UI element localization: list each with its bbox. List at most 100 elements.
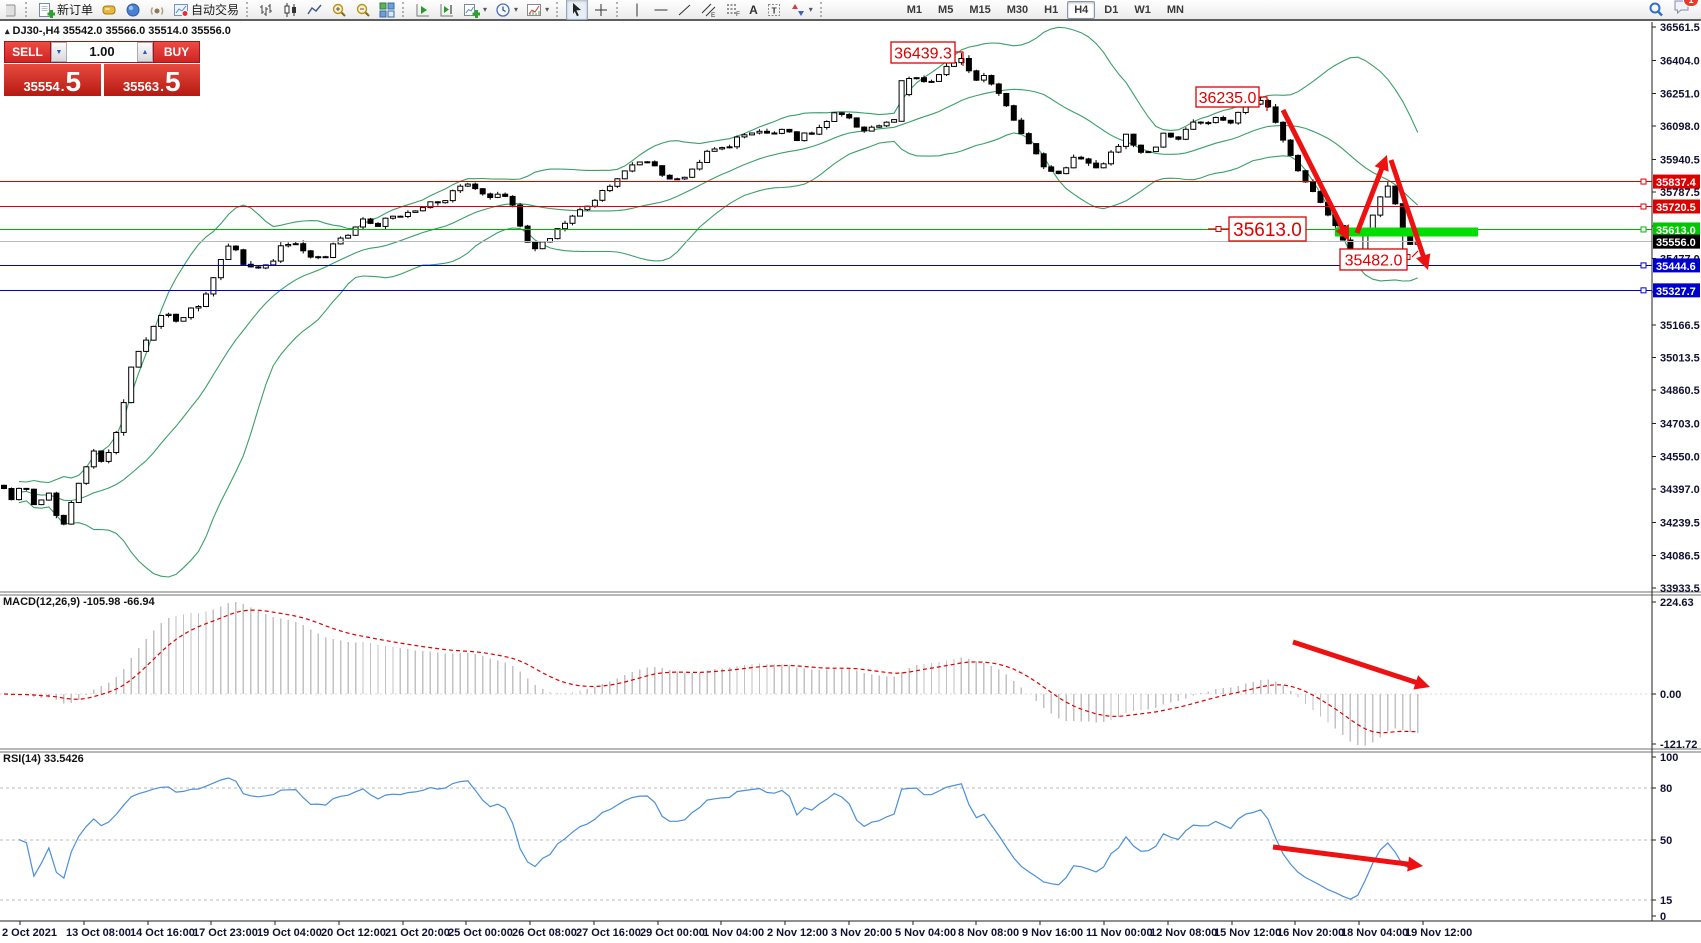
timeframe-w1[interactable]: W1 xyxy=(1134,3,1151,16)
cursor-icon xyxy=(569,2,585,18)
svg-text:80: 80 xyxy=(1660,783,1672,795)
svg-text:35837.4: 35837.4 xyxy=(1656,177,1697,189)
svg-text:14 Oct 16:00: 14 Oct 16:00 xyxy=(130,927,195,939)
fibonacci-button[interactable]: F xyxy=(722,0,744,20)
svg-text:35940.5: 35940.5 xyxy=(1660,155,1700,167)
sell-button[interactable]: SELL xyxy=(4,41,51,63)
tile-windows-button[interactable] xyxy=(376,0,398,20)
trendline-button[interactable] xyxy=(674,0,696,20)
line-chart-button[interactable] xyxy=(304,0,326,20)
timeframe-d1[interactable]: D1 xyxy=(1104,3,1119,16)
label-button[interactable]: T xyxy=(763,0,785,20)
timeframe-h4[interactable]: H4 xyxy=(1067,0,1096,19)
cursor-button[interactable] xyxy=(566,0,589,20)
svg-text:35482.0: 35482.0 xyxy=(1345,252,1403,269)
new-chart-button[interactable]: ▾ xyxy=(460,0,490,20)
trend-arrows[interactable] xyxy=(1272,108,1431,872)
svg-text:25 Oct 00:00: 25 Oct 00:00 xyxy=(448,927,513,939)
indicators-button[interactable]: ▾ xyxy=(523,0,552,20)
svg-text:36561.5: 36561.5 xyxy=(1660,22,1700,34)
bar-chart-button[interactable] xyxy=(256,0,278,20)
chat-icon[interactable]: 1 xyxy=(1673,0,1698,20)
svg-text:34703.0: 34703.0 xyxy=(1660,419,1700,431)
buy-price[interactable]: 35563. 5 xyxy=(103,64,200,96)
indicators-icon xyxy=(526,2,542,18)
price-annotation[interactable]: 36235.0 xyxy=(1195,86,1268,111)
clipped-icon[interactable] xyxy=(3,0,21,20)
search-icon[interactable] xyxy=(1647,1,1665,19)
svg-text:34860.5: 34860.5 xyxy=(1660,385,1700,397)
volume-spinner: ▼ 1.00 ▲ xyxy=(51,41,153,63)
autotrade-button[interactable]: 自动交易 xyxy=(170,0,242,20)
arrows-button[interactable]: ▾ xyxy=(787,0,816,20)
svg-text:21 Oct 20:00: 21 Oct 20:00 xyxy=(385,927,450,939)
timeframe-h1[interactable]: H1 xyxy=(1044,3,1059,16)
crosshair-button[interactable] xyxy=(590,0,612,20)
chart-symbol-icon: ▴ xyxy=(5,26,10,36)
timeframe-m30[interactable]: M30 xyxy=(1006,3,1029,16)
svg-text:2 Oct 2021: 2 Oct 2021 xyxy=(2,927,57,939)
rsi-panel xyxy=(0,777,1652,901)
svg-text:35013.5: 35013.5 xyxy=(1660,352,1700,364)
svg-text:36235.0: 36235.0 xyxy=(1199,90,1257,107)
volume-up-button[interactable]: ▲ xyxy=(137,42,153,62)
svg-text:F: F xyxy=(736,11,740,18)
timeframe-m5[interactable]: M5 xyxy=(938,3,954,16)
vertical-line-button[interactable] xyxy=(626,0,648,20)
toolbar-separator xyxy=(246,2,252,17)
macd-label: MACD(12,26,9) -105.98 -66.94 xyxy=(3,596,155,608)
new-order-button[interactable]: 新订单 xyxy=(35,0,96,20)
buy-button[interactable]: BUY xyxy=(153,41,200,63)
svg-text:35327.7: 35327.7 xyxy=(1656,286,1696,298)
timeframe-m1[interactable]: M1 xyxy=(906,3,923,16)
sell-price[interactable]: 35554. 5 xyxy=(4,64,101,96)
chart-shift-button[interactable] xyxy=(436,0,458,20)
toolbar-separator xyxy=(556,2,562,17)
crosshair-icon xyxy=(593,2,609,18)
auto-scroll-button[interactable] xyxy=(412,0,434,20)
candlestick-chart-button[interactable] xyxy=(280,0,302,20)
rsi-label: RSI(14) 33.5426 xyxy=(3,753,84,765)
svg-text:35787.5: 35787.5 xyxy=(1660,187,1700,199)
sell-price-dot: . xyxy=(60,78,65,94)
equidistant-channel-button[interactable]: E xyxy=(698,0,720,20)
signals-button[interactable] xyxy=(146,0,168,20)
svg-text:36439.3: 36439.3 xyxy=(894,45,952,62)
volume-down-button[interactable]: ▼ xyxy=(51,42,67,62)
price-axis[interactable]: 36561.5 36404.0 36251.0 36098.0 35940.5 35787… xyxy=(0,22,1701,923)
support-highlight-bar[interactable] xyxy=(1335,227,1478,237)
community-button[interactable] xyxy=(122,0,144,20)
line-chart-icon xyxy=(307,2,323,18)
price-annotation[interactable]: 35613.0 xyxy=(1208,216,1307,242)
svg-text:36251.0: 36251.0 xyxy=(1660,88,1700,100)
svg-text:19 Nov 12:00: 19 Nov 12:00 xyxy=(1405,927,1472,939)
new-order-button-label: 新订单 xyxy=(57,3,94,17)
svg-text:-121.72: -121.72 xyxy=(1660,739,1697,751)
volume-input[interactable]: 1.00 xyxy=(89,44,115,59)
periods-button[interactable]: ▾ xyxy=(492,0,521,20)
timeframe-mn[interactable]: MN xyxy=(1166,3,1184,16)
svg-text:0.00: 0.00 xyxy=(1660,689,1681,701)
text-tool-icon: A xyxy=(749,2,758,17)
horizontal-line-button[interactable] xyxy=(650,0,672,20)
horizontal-line-icon xyxy=(653,2,669,18)
zoom-in-button[interactable] xyxy=(328,0,350,20)
arrows-icon xyxy=(790,2,806,18)
zoom-out-button[interactable] xyxy=(352,0,374,20)
timeframe-m15[interactable]: M15 xyxy=(969,3,991,16)
price-annotation[interactable]: 35482.0 xyxy=(1339,248,1419,271)
autotrade-icon xyxy=(173,2,189,18)
svg-text:33933.5: 33933.5 xyxy=(1660,583,1700,595)
svg-text:29 Oct 00:00: 29 Oct 00:00 xyxy=(640,927,705,939)
styler-button[interactable] xyxy=(98,0,120,20)
svg-text:35613.0: 35613.0 xyxy=(1656,225,1696,237)
new-order-icon xyxy=(38,2,55,18)
svg-text:35166.5: 35166.5 xyxy=(1660,320,1700,332)
price-annotation[interactable]: 36439.3 xyxy=(890,41,964,66)
text-button[interactable]: A xyxy=(746,0,761,20)
chart-title-text: DJ30-,H4 35542.0 35566.0 35514.0 35556.0 xyxy=(12,25,231,37)
toolbar-right-group: 1 xyxy=(1647,0,1699,20)
